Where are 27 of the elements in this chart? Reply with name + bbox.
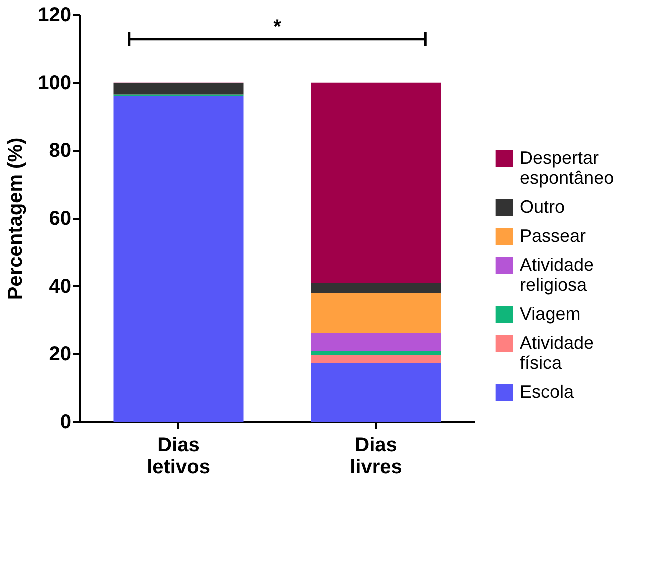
y-tick-label: 120: [38, 4, 72, 26]
bar: [114, 96, 244, 422]
bar: [311, 356, 442, 363]
y-tick-label: 60: [49, 208, 72, 230]
legend-label: Outro: [520, 196, 566, 217]
bar: [311, 333, 442, 352]
bar: [311, 351, 442, 356]
bar: [114, 84, 244, 95]
y-tick-label: 20: [49, 344, 72, 366]
y-tick-label: 40: [49, 276, 72, 298]
x-tick-label: Dias livres: [350, 434, 402, 478]
y-tick-label: 100: [38, 72, 72, 94]
y-tick-label: 80: [49, 140, 72, 162]
legend-label: Escola: [520, 382, 576, 402]
legend-label: Passear: [520, 226, 586, 246]
y-axis-title: Percentagem (%): [5, 138, 28, 300]
legend-label: Atividade física: [520, 332, 594, 373]
bar: [311, 293, 442, 334]
bar: [311, 82, 442, 283]
legend-label: Despertar espontâneo: [520, 148, 614, 188]
annotation: *: [274, 16, 282, 38]
legend-label: Viagem: [520, 304, 581, 324]
x-tick-label: Dias letivos: [147, 434, 210, 478]
bar: [311, 282, 442, 294]
legend-label: Atividade religiosa: [520, 254, 594, 295]
bar: [311, 362, 442, 422]
y-tick-label: 0: [60, 412, 72, 434]
